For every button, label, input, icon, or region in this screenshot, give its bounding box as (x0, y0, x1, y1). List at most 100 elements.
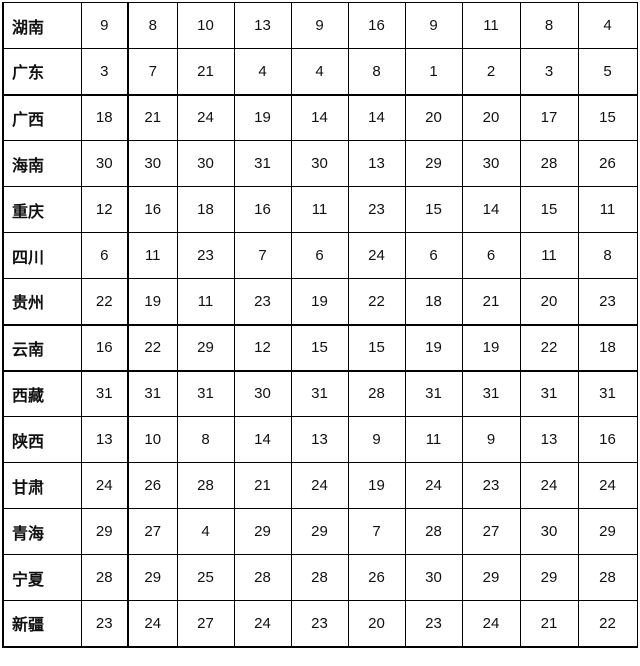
province-ranking-table: 湖南 9 8 10 13 9 16 9 11 8 4 广东 3 7 21 4 4 8 1 2 3 5 广西 18 21 24 19 1… (2, 2, 638, 648)
value-cell: 23 (80, 600, 129, 648)
value-cell: 6 (404, 232, 463, 279)
value-cell: 28 (577, 554, 638, 601)
value-cell: 24 (347, 232, 406, 279)
value-cell: 9 (347, 416, 406, 463)
value-cell: 9 (404, 2, 463, 49)
value-cell: 29 (233, 508, 292, 555)
value-cell: 10 (176, 2, 235, 49)
value-cell: 21 (233, 462, 292, 509)
value-cell: 16 (127, 186, 178, 233)
value-cell: 30 (404, 554, 463, 601)
value-cell: 24 (290, 462, 349, 509)
value-cell: 15 (519, 186, 579, 233)
value-cell: 24 (519, 462, 579, 509)
value-cell: 19 (404, 323, 463, 371)
value-cell: 23 (176, 232, 235, 279)
value-cell: 3 (519, 48, 579, 95)
value-cell: 31 (519, 369, 579, 417)
value-cell: 8 (127, 2, 178, 49)
value-cell: 21 (519, 600, 579, 648)
value-cell: 11 (404, 416, 463, 463)
value-cell: 29 (519, 554, 579, 601)
value-cell: 29 (577, 508, 638, 555)
value-cell: 20 (461, 93, 521, 141)
value-cell: 24 (233, 600, 292, 648)
value-cell: 3 (80, 48, 129, 95)
value-cell: 22 (80, 278, 129, 325)
value-cell: 4 (290, 48, 349, 95)
value-cell: 21 (461, 278, 521, 325)
value-cell: 14 (461, 186, 521, 233)
value-cell: 18 (176, 186, 235, 233)
value-cell: 8 (519, 2, 579, 49)
value-cell: 28 (176, 462, 235, 509)
value-cell: 7 (347, 508, 406, 555)
value-cell: 13 (233, 2, 292, 49)
province-name-cell: 广东 (2, 48, 82, 95)
province-name-cell: 湖南 (2, 2, 82, 49)
value-cell: 6 (461, 232, 521, 279)
value-cell: 26 (347, 554, 406, 601)
value-cell: 24 (80, 462, 129, 509)
value-cell: 31 (290, 369, 349, 417)
province-name-cell: 云南 (2, 323, 82, 371)
value-cell: 11 (290, 186, 349, 233)
value-cell: 12 (233, 323, 292, 371)
table-row: 海南 30 30 30 31 30 13 29 30 28 26 (2, 140, 638, 187)
value-cell: 23 (290, 600, 349, 648)
value-cell: 30 (80, 140, 129, 187)
province-name-cell: 西藏 (2, 369, 82, 417)
value-cell: 19 (461, 323, 521, 371)
table-row: 新疆 23 24 27 24 23 20 23 24 21 22 (2, 600, 638, 648)
value-cell: 29 (290, 508, 349, 555)
value-cell: 27 (461, 508, 521, 555)
value-cell: 27 (176, 600, 235, 648)
value-cell: 15 (290, 323, 349, 371)
value-cell: 28 (290, 554, 349, 601)
value-cell: 31 (127, 369, 178, 417)
value-cell: 14 (347, 93, 406, 141)
value-cell: 11 (461, 2, 521, 49)
value-cell: 31 (461, 369, 521, 417)
value-cell: 29 (127, 554, 178, 601)
value-cell: 14 (233, 416, 292, 463)
value-cell: 5 (577, 48, 638, 95)
value-cell: 30 (233, 369, 292, 417)
province-name-cell: 四川 (2, 232, 82, 279)
value-cell: 13 (80, 416, 129, 463)
table-row: 陕西 13 10 8 14 13 9 11 9 13 16 (2, 416, 638, 463)
value-cell: 23 (404, 600, 463, 648)
value-cell: 4 (577, 2, 638, 49)
value-cell: 28 (404, 508, 463, 555)
value-cell: 18 (80, 93, 129, 141)
value-cell: 29 (404, 140, 463, 187)
value-cell: 24 (404, 462, 463, 509)
province-name-cell: 青海 (2, 508, 82, 555)
value-cell: 12 (80, 186, 129, 233)
value-cell: 22 (519, 323, 579, 371)
value-cell: 28 (80, 554, 129, 601)
value-cell: 16 (233, 186, 292, 233)
value-cell: 27 (127, 508, 178, 555)
value-cell: 10 (127, 416, 178, 463)
province-name-cell: 广西 (2, 93, 82, 141)
value-cell: 23 (577, 278, 638, 325)
value-cell: 25 (176, 554, 235, 601)
value-cell: 24 (461, 600, 521, 648)
value-cell: 15 (347, 323, 406, 371)
value-cell: 24 (176, 93, 235, 141)
value-cell: 19 (127, 278, 178, 325)
value-cell: 22 (127, 323, 178, 371)
value-cell: 24 (577, 462, 638, 509)
value-cell: 13 (347, 140, 406, 187)
province-name-cell: 海南 (2, 140, 82, 187)
value-cell: 22 (577, 600, 638, 648)
province-name-cell: 新疆 (2, 600, 82, 648)
value-cell: 28 (233, 554, 292, 601)
value-cell: 23 (461, 462, 521, 509)
table-row: 贵州 22 19 11 23 19 22 18 21 20 23 (2, 278, 638, 325)
table-row: 湖南 9 8 10 13 9 16 9 11 8 4 (2, 2, 638, 49)
value-cell: 14 (290, 93, 349, 141)
value-cell: 8 (347, 48, 406, 95)
table-row: 西藏 31 31 31 30 31 28 31 31 31 31 (2, 369, 638, 417)
